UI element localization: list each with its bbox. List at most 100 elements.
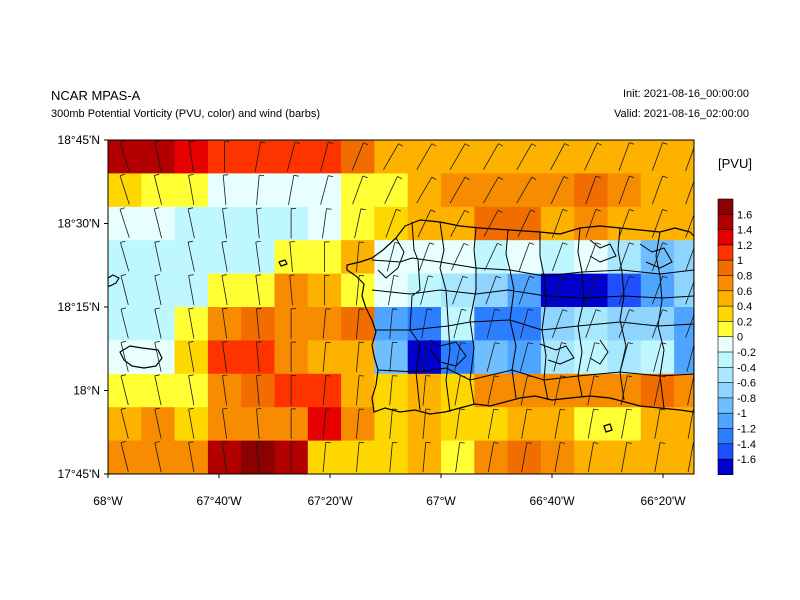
wind-barb bbox=[256, 174, 265, 206]
wind-barb bbox=[389, 308, 398, 339]
wind-barb bbox=[224, 141, 230, 172]
init-time: Init: 2021-08-16_00:00:00 bbox=[623, 88, 749, 100]
wind-barb bbox=[322, 308, 331, 339]
coastline-hispaniola bbox=[108, 274, 120, 287]
colorbar-swatch bbox=[717, 458, 734, 476]
wind-barb bbox=[322, 408, 331, 439]
wind-barb bbox=[687, 442, 694, 473]
wind-barb bbox=[587, 442, 599, 473]
lon-label: 67°40'W bbox=[196, 494, 242, 508]
wind-barb bbox=[389, 408, 398, 439]
wind-barb bbox=[521, 408, 532, 439]
wind-barb bbox=[422, 375, 431, 406]
wind-barb bbox=[256, 441, 262, 473]
wind-barb bbox=[554, 442, 566, 473]
pv-cell bbox=[674, 173, 694, 208]
pv-cell bbox=[674, 240, 694, 275]
wind-barb bbox=[422, 442, 431, 473]
wind-barb bbox=[323, 241, 330, 272]
wind-barb bbox=[554, 375, 566, 406]
colorbar-swatch bbox=[717, 443, 734, 460]
wind-barb bbox=[618, 275, 635, 305]
wind-barb bbox=[653, 342, 667, 372]
wind-barb bbox=[154, 441, 162, 473]
wind-barb bbox=[222, 374, 228, 406]
wind-barb bbox=[320, 141, 334, 172]
wind-barb bbox=[587, 375, 599, 406]
wind-barb bbox=[554, 408, 566, 439]
wind-barb bbox=[187, 207, 195, 239]
wind-barb bbox=[256, 341, 262, 373]
wind-barb bbox=[685, 146, 694, 171]
wind-barb bbox=[618, 175, 635, 205]
wind-barb bbox=[384, 176, 403, 204]
wind-barb bbox=[421, 308, 432, 339]
wind-barb bbox=[188, 341, 195, 372]
wind-barb bbox=[685, 246, 694, 272]
wind-barb bbox=[686, 343, 694, 372]
wind-barb bbox=[621, 442, 632, 473]
wind-barb bbox=[483, 143, 503, 170]
wind-barb bbox=[188, 274, 195, 306]
colorbar-swatch bbox=[717, 198, 734, 215]
wind-barb bbox=[685, 213, 694, 238]
wind-barb bbox=[586, 342, 600, 372]
wind-barb bbox=[385, 209, 402, 238]
wind-barb bbox=[290, 208, 297, 239]
wind-barb bbox=[254, 141, 266, 172]
colorbar-label: 1.6 bbox=[737, 209, 752, 221]
wind-barb bbox=[119, 173, 130, 205]
wind-barb bbox=[323, 274, 330, 306]
wind-barb bbox=[552, 209, 568, 238]
wind-barb bbox=[222, 174, 229, 206]
wind-barb bbox=[383, 143, 404, 170]
pv-cell bbox=[674, 307, 694, 341]
lat-axis bbox=[104, 139, 108, 475]
wind-barb bbox=[550, 176, 569, 204]
wind-barb bbox=[154, 140, 162, 172]
wind-barb bbox=[618, 309, 635, 338]
wind-barb bbox=[517, 209, 536, 238]
pv-cell bbox=[374, 140, 409, 174]
wind-barb bbox=[119, 207, 130, 238]
wind-barb bbox=[449, 143, 470, 170]
wind-barb bbox=[585, 175, 601, 205]
wind-barb bbox=[351, 142, 369, 171]
wind-barb bbox=[585, 242, 601, 272]
wind-barb bbox=[222, 207, 228, 239]
pv-cell bbox=[474, 173, 509, 208]
colorbar-label: 1.4 bbox=[737, 225, 752, 237]
model-name: NCAR MPAS-A bbox=[51, 88, 141, 103]
wind-barb bbox=[452, 275, 468, 305]
wind-barb bbox=[222, 341, 228, 373]
colorbar-label: -1.6 bbox=[737, 454, 756, 466]
wind-barb bbox=[520, 342, 534, 372]
pv-field bbox=[108, 140, 694, 474]
colorbar-label: 0 bbox=[737, 332, 743, 344]
colorbar-swatch bbox=[717, 351, 734, 368]
wind-barb bbox=[120, 441, 129, 472]
wind-barb bbox=[356, 442, 365, 473]
wind-barb bbox=[450, 209, 470, 237]
colorbar-label: 0.2 bbox=[737, 316, 752, 328]
wind-barb bbox=[516, 143, 537, 170]
pv-cell bbox=[474, 140, 509, 174]
lat-label: 18°30'N bbox=[58, 217, 100, 231]
wind-barb bbox=[485, 275, 501, 305]
colorbar-swatch bbox=[717, 397, 734, 414]
wind-barb bbox=[120, 340, 129, 372]
wind-barb bbox=[552, 242, 568, 272]
wind-barb bbox=[322, 375, 331, 406]
wind-barb bbox=[154, 240, 162, 272]
wind-barb bbox=[651, 175, 668, 205]
colorbar-label: 1.2 bbox=[737, 240, 752, 252]
colorbar-title: [PVU] bbox=[718, 156, 752, 171]
wind-barb bbox=[651, 309, 668, 338]
colorbar-label: -0.4 bbox=[737, 362, 756, 374]
wind-barb bbox=[386, 242, 400, 272]
wind-barb bbox=[483, 209, 503, 237]
wind-barb bbox=[322, 442, 331, 473]
wind-barb bbox=[153, 173, 162, 205]
colorbar-label: -0.8 bbox=[737, 393, 756, 405]
